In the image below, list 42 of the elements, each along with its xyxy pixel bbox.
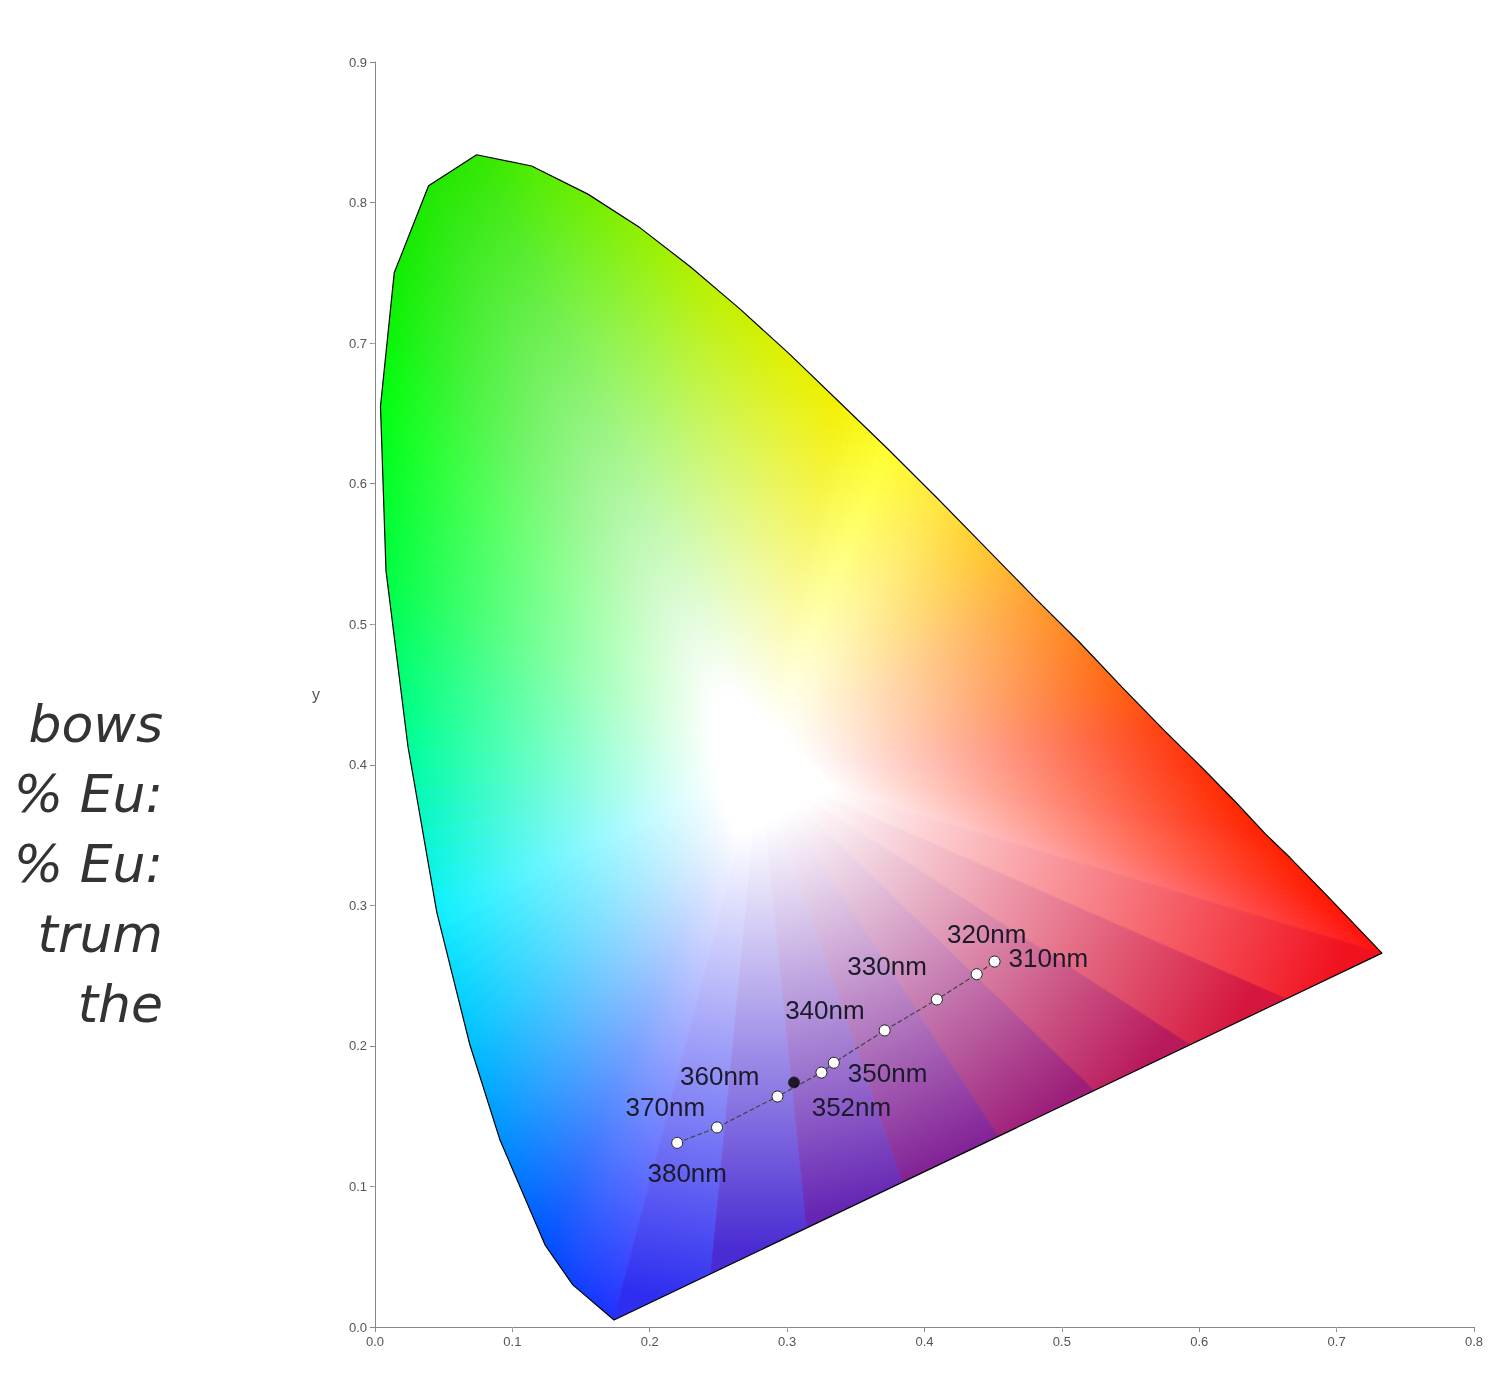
annotation: 380nm — [647, 1157, 727, 1188]
y-tick-label: 0.9 — [348, 54, 367, 70]
point — [970, 968, 983, 981]
y-tick-label: 0.1 — [348, 1178, 367, 1194]
text: % Eu: — [13, 764, 163, 824]
y-axis-title: y — [312, 686, 320, 703]
x-tick-label: 0.2 — [640, 1334, 659, 1349]
point — [930, 993, 943, 1006]
annotation: 360nm — [680, 1061, 760, 1092]
y-tick-label: 0.3 — [348, 897, 367, 913]
x-tick-label: 0.4 — [915, 1334, 934, 1349]
x-tick-label: 0.3 — [778, 1334, 797, 1349]
point — [671, 1136, 684, 1149]
x-tick-label: 0.7 — [1327, 1334, 1346, 1349]
y-tick-label: 0.0 — [348, 1319, 367, 1335]
y-tick-label: 0.7 — [348, 335, 367, 351]
y-tick-label: 0.2 — [348, 1038, 367, 1054]
y-tick-label: 0.4 — [348, 757, 367, 773]
annotation: 352nm — [811, 1091, 892, 1122]
text: % Eu: — [13, 834, 163, 894]
point — [787, 1076, 800, 1089]
x-tick-label: 0.6 — [1190, 1334, 1209, 1349]
point — [711, 1121, 724, 1134]
text: bows — [28, 694, 163, 754]
point — [827, 1056, 840, 1069]
x-tick-label: 0.0 — [365, 1334, 385, 1349]
text: the — [77, 974, 163, 1034]
annotation: 350nm — [847, 1057, 928, 1088]
text: trum — [37, 904, 163, 964]
annotation: 330nm — [847, 950, 927, 981]
x-tick-label: 0.8 — [1464, 1334, 1483, 1349]
point — [988, 955, 1001, 968]
annotation: 340nm — [785, 995, 865, 1026]
point — [815, 1066, 828, 1079]
y-tick-label: 0.5 — [348, 616, 367, 632]
y-tick-label: 0.6 — [348, 476, 367, 492]
point — [878, 1024, 891, 1037]
x-tick-label: 0.5 — [1052, 1334, 1071, 1349]
x-tick-label: 0.1 — [503, 1334, 522, 1349]
y-tick-label: 0.8 — [348, 195, 367, 211]
point — [771, 1090, 784, 1103]
annotation: 370nm — [625, 1092, 706, 1123]
